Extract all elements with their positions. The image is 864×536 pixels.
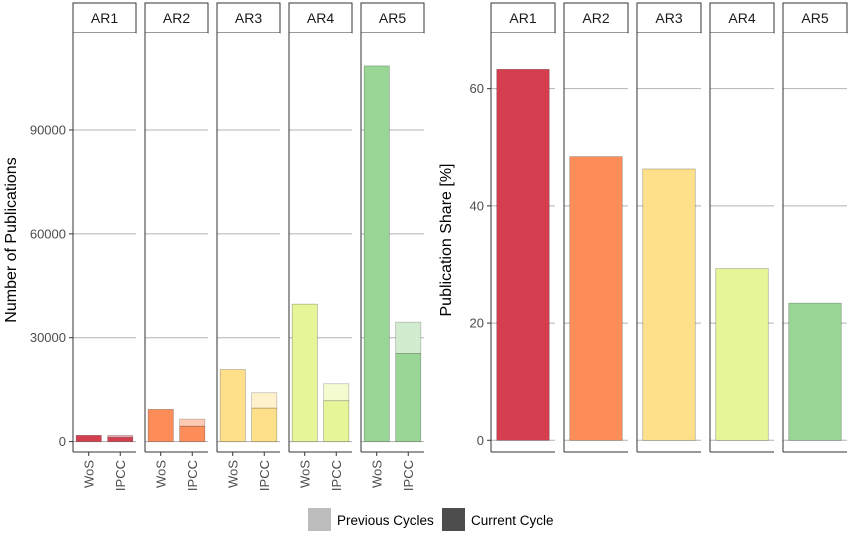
left-y-tick-label: 30000 [30,330,66,345]
bar-ipcc-current-ar4 [323,400,350,442]
facet-ar1: AR1 WoS IPCC [72,2,137,491]
facet-panel [145,33,208,452]
x-tick-label: WoS [81,460,96,488]
bar-ipcc-previous-ar1 [107,435,134,438]
legend-swatch-current [442,508,465,531]
right-y-tick-label: 20 [470,316,484,331]
bar-wos-ar2 [147,409,174,442]
legend-label-current: Current Cycle [471,513,554,528]
bar-ipcc-previous-ar2 [179,418,206,427]
legend: Previous Cycles Current Cycle [308,508,554,531]
bar-wos-ar5 [363,65,390,442]
facet-strip-label: AR5 [801,10,828,26]
facet-ar2: AR2 WoS IPCC [144,2,209,491]
share-facet-ar4: AR4 [709,2,775,453]
facet-strip [144,2,209,34]
bar-ipcc-previous-ar3 [251,392,278,409]
x-tick-label: WoS [297,460,312,488]
facet-ar5: AR5 WoS IPCC [360,2,425,491]
right-y-tick-label: 0 [477,433,484,448]
facet-strip-label: AR2 [163,10,190,26]
share-facet-ar2: AR2 [563,2,629,453]
facet-strip-label: AR1 [91,10,118,26]
facet-panel [73,33,136,452]
facet-strip-label: AR2 [582,10,609,26]
x-tick-label: IPCC [329,460,344,491]
left-y-axis-title: Number of Publications [3,157,20,322]
x-tick-label: IPCC [113,460,128,491]
x-tick-label: WoS [225,460,240,488]
x-tick-label: WoS [153,460,168,488]
x-tick-label: WoS [369,460,384,488]
left-y-tick-label: 0 [59,434,66,449]
bar-share-ar2 [569,156,623,441]
facet-ar3: AR3 WoS IPCC [216,2,281,491]
left-y-tick-label: 60000 [30,226,66,241]
facet-strip-label: AR3 [235,10,262,26]
share-facet-ar3: AR3 [636,2,702,453]
publications-count-panel: 0 30000 60000 90000 AR1 WoS IPCC AR2 WoS IPCC AR3 W… [30,2,425,491]
bar-ipcc-current-ar2 [179,425,206,442]
legend-label-previous: Previous Cycles [337,513,434,528]
x-tick-label: IPCC [401,460,416,491]
bar-ipcc-current-ar3 [251,407,278,442]
bar-ipcc-previous-ar4 [323,383,350,402]
left-y-tick-label: 90000 [30,122,66,137]
bar-share-ar4 [715,268,769,441]
bar-share-ar1 [496,69,550,441]
facet-strip [782,2,848,34]
publication-share-panel: 0 20 40 60 AR1 AR2 AR3 AR4 AR5 [470,2,848,453]
bar-wos-ar1 [75,435,102,442]
right-y-tick-label: 60 [470,81,484,96]
facet-strip-label: AR4 [728,10,755,26]
right-y-tick-label: 40 [470,198,484,213]
facet-strip [216,2,281,34]
bar-share-ar3 [642,168,696,441]
facet-strip-label: AR3 [655,10,682,26]
x-tick-label: IPCC [185,460,200,491]
legend-swatch-previous [308,508,331,531]
facet-strip-label: AR4 [307,10,334,26]
right-y-axis-title: Publication Share [%] [438,164,455,317]
bar-ipcc-previous-ar5 [395,321,422,354]
bar-share-ar5 [788,302,842,441]
bar-ipcc-current-ar1 [107,437,134,442]
bar-wos-ar4 [291,303,318,442]
facet-strip [709,2,775,34]
share-facet-ar1: AR1 [490,2,556,453]
facet-strip [288,2,353,34]
share-facet-ar5: AR5 [782,2,848,453]
x-tick-label: IPCC [257,460,272,491]
facet-strip [490,2,556,34]
bar-ipcc-current-ar5 [395,353,422,442]
bar-wos-ar3 [219,369,246,442]
facet-strip [360,2,425,34]
facet-strip-label: AR1 [509,10,536,26]
facet-ar4: AR4 WoS IPCC [288,2,353,491]
facet-strip-label: AR5 [379,10,406,26]
facet-strip [72,2,137,34]
